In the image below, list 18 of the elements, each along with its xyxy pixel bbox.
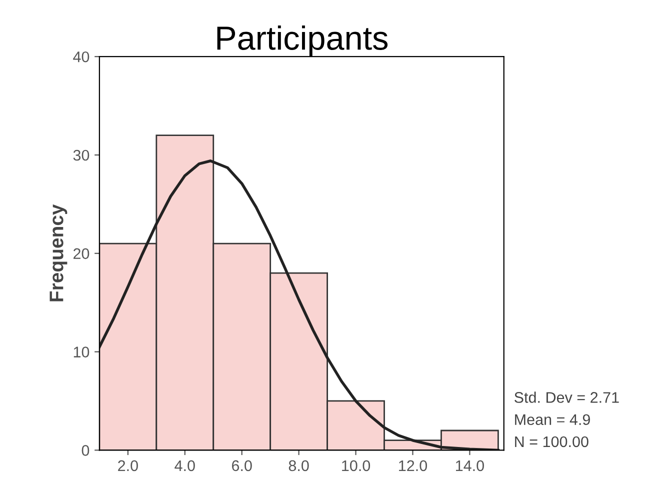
x-tick-label: 8.0 bbox=[288, 460, 309, 472]
y-tick-label: 10 bbox=[74, 346, 90, 358]
text: N = 100.00 bbox=[515, 436, 588, 448]
x-tick-label: 4.0 bbox=[174, 460, 195, 472]
text: Mean = 4.9 bbox=[515, 414, 590, 426]
y-tick-label: 0 bbox=[82, 445, 90, 456]
y-tick-label: 30 bbox=[73, 150, 90, 161]
y-axis-title: Frequency bbox=[50, 204, 68, 302]
x-tick-label: 2.0 bbox=[118, 460, 138, 472]
y-tick-label: 40 bbox=[73, 51, 90, 62]
y-tick-label: 20 bbox=[74, 248, 90, 260]
line-series bbox=[99, 159, 500, 450]
chart-title: Participants bbox=[217, 26, 388, 57]
x-tick-label: 10.0 bbox=[342, 460, 370, 472]
text: Std. Dev = 2.71 bbox=[514, 392, 619, 403]
x-tick-label: 14.0 bbox=[456, 460, 484, 472]
x-tick-label: 6.0 bbox=[232, 460, 252, 472]
x-tick-label: 12.0 bbox=[399, 460, 428, 472]
